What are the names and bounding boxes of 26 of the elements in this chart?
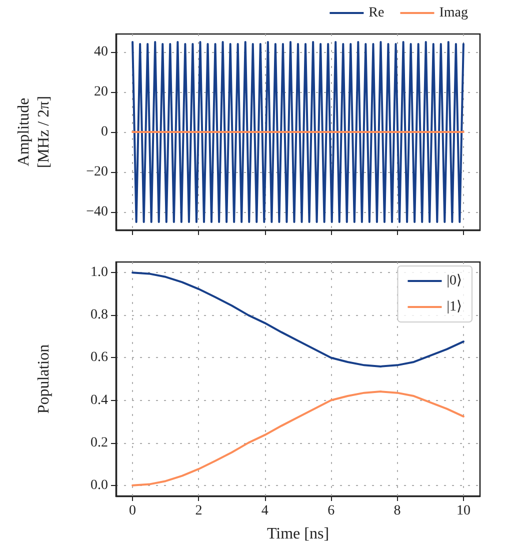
line-series: [132, 390, 464, 486]
legend-label: |1⟩: [446, 300, 462, 314]
legend-label: |0⟩: [446, 274, 462, 288]
x-tick-label: 10: [456, 504, 470, 518]
y-tick-label: 40: [94, 44, 108, 60]
x-tick-label: 2: [195, 504, 202, 518]
x-tick-label: 8: [394, 504, 401, 518]
x-tick-label: 4: [261, 504, 268, 518]
y-tick-label: −20: [86, 164, 108, 180]
legend-label: Re: [368, 6, 384, 20]
y-tick-label: 1.0: [90, 265, 108, 280]
x-axis-title: Time [ns]: [266, 526, 330, 542]
y-tick-label: 0.0: [90, 478, 108, 493]
y-tick-label: 0: [101, 124, 108, 140]
y-tick-label: 0.4: [90, 392, 108, 408]
x-tick-label: 6: [328, 504, 335, 518]
y-tick-label: −40: [86, 204, 108, 220]
y-tick-label: 0.8: [90, 308, 108, 323]
y-tick-label: 0.2: [90, 435, 108, 450]
legend-label: Imag: [439, 6, 468, 20]
line-series: [132, 272, 464, 368]
y-axis-title: Population: [36, 344, 52, 414]
y-axis-title: Amplitude [MHz / 2π]: [16, 96, 52, 168]
y-tick-label: 20: [94, 84, 108, 100]
x-tick-label: 0: [129, 504, 136, 518]
y-tick-label: 0.6: [90, 350, 108, 366]
